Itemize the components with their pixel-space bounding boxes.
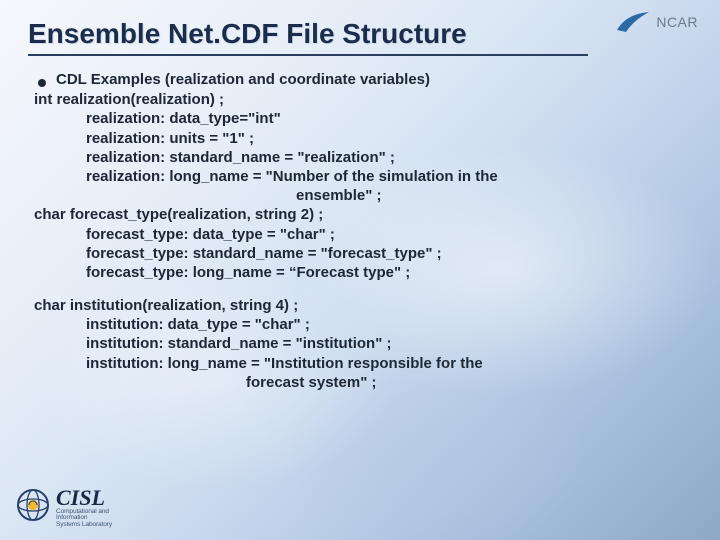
slide: NCAR Ensemble Net.CDF File Structure CDL…	[0, 0, 720, 540]
ncar-swoosh-icon	[616, 10, 650, 34]
code-line: realization: standard_name = "realizatio…	[34, 148, 692, 167]
slide-title: Ensemble Net.CDF File Structure	[28, 18, 692, 50]
cisl-text: CISL Computational and Information Syste…	[56, 487, 112, 529]
code-line: ensemble" ;	[34, 186, 692, 205]
code-line: char institution(realization, string 4) …	[34, 296, 692, 315]
code-line: realization: long_name = "Number of the …	[34, 167, 692, 186]
bullet-text: CDL Examples (realization and coordinate…	[56, 70, 430, 89]
code-line: int realization(realization) ;	[34, 90, 692, 109]
code-line: institution: standard_name = "institutio…	[34, 334, 692, 353]
blank-line	[34, 282, 692, 296]
code-line: forecast system" ;	[34, 373, 692, 392]
code-line: forecast_type: long_name = “Forecast typ…	[34, 263, 692, 282]
bullet-item: CDL Examples (realization and coordinate…	[38, 70, 692, 89]
bullet-icon	[38, 79, 46, 87]
cisl-acronym: CISL	[56, 487, 112, 509]
code-line: forecast_type: data_type = "char" ;	[34, 225, 692, 244]
cisl-sub3: Systems Laboratory	[56, 522, 112, 529]
cisl-logo: CISL Computational and Information Syste…	[16, 487, 112, 529]
slide-body: CDL Examples (realization and coordinate…	[28, 70, 692, 392]
code-line: char forecast_type(realization, string 2…	[34, 205, 692, 224]
code-line: forecast_type: standard_name = "forecast…	[34, 244, 692, 263]
ncar-logo: NCAR	[616, 10, 698, 34]
code-line: realization: units = "1" ;	[34, 129, 692, 148]
cisl-globe-icon	[16, 488, 50, 527]
title-rule	[28, 54, 588, 56]
code-line: realization: data_type="int"	[34, 109, 692, 128]
code-line: institution: data_type = "char" ;	[34, 315, 692, 334]
code-line: institution: long_name = "Institution re…	[34, 354, 692, 373]
ncar-label: NCAR	[656, 14, 698, 30]
